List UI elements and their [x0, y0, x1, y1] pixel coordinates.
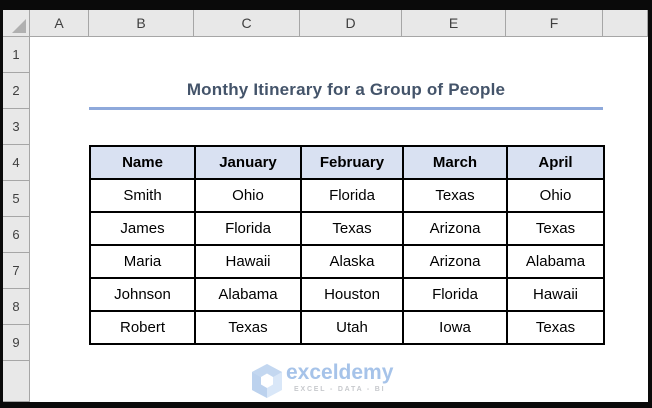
row-header-1[interactable]: 1	[3, 37, 30, 73]
row-header-2[interactable]: 2	[3, 73, 30, 109]
cell-C8[interactable]: Alabama	[194, 277, 302, 312]
table-row: Maria Hawaii Alaska Arizona Alabama	[89, 244, 605, 279]
watermark: exceldemy EXCEL - DATA - BI	[252, 362, 393, 399]
cell-B9[interactable]: Robert	[89, 310, 196, 345]
cell-D5[interactable]: Florida	[300, 178, 404, 213]
table-row: James Florida Texas Arizona Texas	[89, 211, 605, 246]
table-header-row: Name January February March April	[89, 145, 605, 180]
cell-F8[interactable]: Hawaii	[506, 277, 605, 312]
row-header-5[interactable]: 5	[3, 181, 30, 217]
cell-F6[interactable]: Texas	[506, 211, 605, 246]
column-header-F[interactable]: F	[506, 10, 603, 37]
cell-C7[interactable]: Hawaii	[194, 244, 302, 279]
cell-F9[interactable]: Texas	[506, 310, 605, 345]
column-header-B[interactable]: B	[89, 10, 194, 37]
table-row: Johnson Alabama Houston Florida Hawaii	[89, 277, 605, 312]
cell-C9[interactable]: Texas	[194, 310, 302, 345]
cell-E8[interactable]: Florida	[402, 277, 508, 312]
cell-D4[interactable]: February	[300, 145, 404, 180]
cell-C6[interactable]: Florida	[194, 211, 302, 246]
watermark-brand: exceldemy	[286, 361, 394, 384]
cell-B4[interactable]: Name	[89, 145, 196, 180]
cell-E7[interactable]: Arizona	[402, 244, 508, 279]
cell-F4[interactable]: April	[506, 145, 605, 180]
column-header-C[interactable]: C	[194, 10, 300, 37]
cell-B6[interactable]: James	[89, 211, 196, 246]
cell-D9[interactable]: Utah	[300, 310, 404, 345]
cell-B5[interactable]: Smith	[89, 178, 196, 213]
select-all-corner[interactable]	[3, 10, 30, 37]
column-header-partial[interactable]	[603, 10, 648, 37]
row-header-partial[interactable]	[3, 361, 30, 402]
watermark-text: exceldemy EXCEL - DATA - BI	[286, 361, 394, 394]
cell-E6[interactable]: Arizona	[402, 211, 508, 246]
cell-E5[interactable]: Texas	[402, 178, 508, 213]
title-cell[interactable]: Monthy Itinerary for a Group of People	[89, 73, 603, 110]
row-header-4[interactable]: 4	[3, 145, 30, 181]
table-row: Robert Texas Utah Iowa Texas	[89, 310, 605, 345]
column-header-A[interactable]: A	[30, 10, 89, 37]
row-header-6[interactable]: 6	[3, 217, 30, 253]
cell-E9[interactable]: Iowa	[402, 310, 508, 345]
cell-D8[interactable]: Houston	[300, 277, 404, 312]
row-header-7[interactable]: 7	[3, 253, 30, 289]
column-header-E[interactable]: E	[402, 10, 506, 37]
cell-F7[interactable]: Alabama	[506, 244, 605, 279]
row-header-9[interactable]: 9	[3, 325, 30, 361]
cell-D7[interactable]: Alaska	[300, 244, 404, 279]
exceldemy-logo-icon	[252, 364, 282, 398]
cell-E4[interactable]: March	[402, 145, 508, 180]
cell-B8[interactable]: Johnson	[89, 277, 196, 312]
cell-F5[interactable]: Ohio	[506, 178, 605, 213]
cell-B7[interactable]: Maria	[89, 244, 196, 279]
itinerary-table: Name January February March April Smith Ohio Fl…	[89, 145, 605, 345]
column-header-D[interactable]: D	[300, 10, 402, 37]
cell-C5[interactable]: Ohio	[194, 178, 302, 213]
select-all-triangle-icon	[12, 19, 26, 33]
table-row: Smith Ohio Florida Texas Ohio	[89, 178, 605, 213]
row-header-8[interactable]: 8	[3, 289, 30, 325]
watermark-tagline: EXCEL - DATA - BI	[294, 386, 386, 393]
cell-C4[interactable]: January	[194, 145, 302, 180]
row-header-3[interactable]: 3	[3, 109, 30, 145]
cell-D6[interactable]: Texas	[300, 211, 404, 246]
